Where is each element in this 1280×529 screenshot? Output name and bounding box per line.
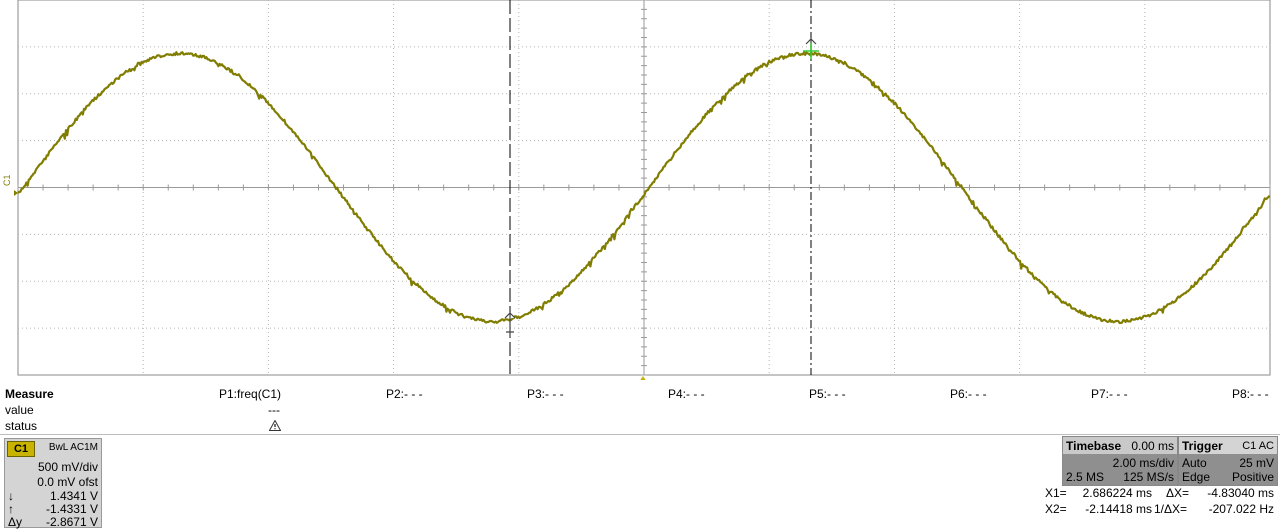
p1-value: ---	[268, 403, 280, 417]
param-p2[interactable]: P2:- - -	[386, 387, 423, 401]
measure-table: Measure value status P1:freq(C1) P2:- - …	[0, 384, 1280, 433]
trigger-title: Trigger	[1182, 439, 1223, 453]
graticule	[17, 0, 1271, 376]
cursor-x1-label: X1=	[1045, 486, 1067, 500]
trigger-slope: Positive	[1231, 470, 1274, 484]
channel-vdiv: 500 mV/div	[37, 460, 98, 474]
param-p4[interactable]: P4:- - -	[668, 387, 705, 401]
c1-trace	[17, 51, 1271, 325]
warning-icon	[269, 420, 281, 431]
trigger-level: 25 mV	[1239, 456, 1274, 470]
channel-offset: 0.0 mV ofst	[37, 475, 98, 489]
cursor1-arrow-icon: ↓	[8, 489, 14, 503]
timebase-descriptor[interactable]: Timebase 0.00 ms 2.00 ms/div 2.5 MS 125 …	[1062, 436, 1178, 486]
trigger-descriptor[interactable]: Trigger C1 AC Auto 25 mV Edge Positive	[1178, 436, 1278, 486]
cursor1-voltage: 1.4341 V	[49, 489, 98, 503]
param-p7[interactable]: P7:- - -	[1091, 387, 1128, 401]
cursor-inv-dx-value: -207.022 Hz	[1208, 502, 1274, 516]
timebase-title: Timebase	[1066, 439, 1122, 453]
cursor-crosshair-icon[interactable]	[803, 38, 819, 59]
measure-row-value: value	[5, 403, 34, 417]
delta-y-label: Δy	[8, 515, 23, 529]
channel-c1-descriptor[interactable]: C1 BwL AC1M 500 mV/div 0.0 mV ofst ↓ 1.4…	[4, 438, 102, 529]
waveform-display[interactable]: C1	[0, 0, 1280, 380]
cursor-x1-value: 2.686224 ms	[1082, 486, 1152, 500]
timebase-samples: 2.5 MS	[1066, 470, 1105, 484]
channel-tag: C1	[7, 441, 35, 457]
trigger-type: Edge	[1182, 470, 1211, 484]
c1-ground-marker[interactable]: C1	[2, 174, 18, 196]
cursor2-arrow-icon: ↑	[8, 502, 14, 516]
trigger-position-marker[interactable]	[639, 376, 647, 380]
trigger-mode: Auto	[1182, 456, 1207, 470]
param-p6[interactable]: P6:- - -	[950, 387, 987, 401]
cursor-dx-value: -4.83040 ms	[1207, 486, 1274, 500]
param-p8[interactable]: P8:- - -	[1232, 387, 1269, 401]
cursor-dx-label: ΔX=	[1166, 486, 1190, 500]
trigger-source: C1 AC	[1242, 440, 1274, 452]
status-panel: C1 BwL AC1M 500 mV/div 0.0 mV ofst ↓ 1.4…	[0, 434, 1280, 529]
cursor-crosshair-icon[interactable]	[504, 312, 516, 337]
param-p5[interactable]: P5:- - -	[809, 387, 846, 401]
svg-text:C1: C1	[2, 174, 12, 186]
measure-row-status: status	[5, 419, 38, 433]
cursor2-voltage: -1.4331 V	[45, 502, 98, 516]
timebase-rate: 125 MS/s	[1123, 470, 1174, 484]
cursor-x2-label: X2=	[1045, 502, 1067, 516]
timebase-tdiv: 2.00 ms/div	[1112, 456, 1174, 470]
measure-heading: Measure	[5, 387, 54, 401]
delta-y-value: -2.8671 V	[45, 515, 98, 529]
param-p3[interactable]: P3:- - -	[527, 387, 564, 401]
channel-coupling: BwL AC1M	[48, 442, 98, 453]
cursor-x2-value: -2.14418 ms	[1085, 502, 1152, 516]
param-p1[interactable]: P1:freq(C1)	[219, 387, 282, 401]
cursor-inv-dx-label: 1/ΔX=	[1154, 502, 1188, 516]
timebase-delay: 0.00 ms	[1131, 439, 1174, 453]
